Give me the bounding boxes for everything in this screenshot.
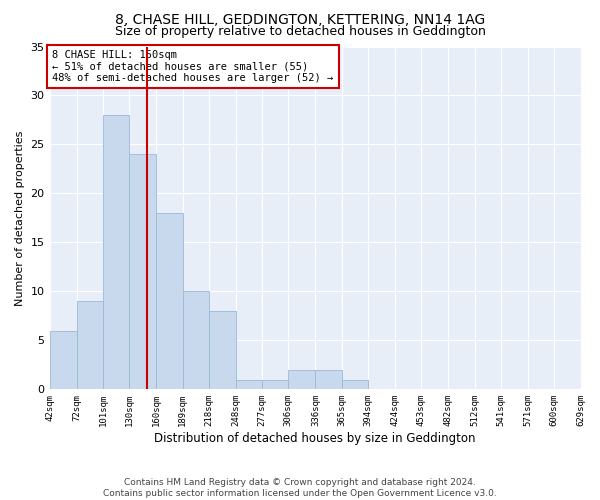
Bar: [289, 370, 316, 390]
Bar: [342, 380, 368, 390]
Bar: [262, 380, 289, 390]
X-axis label: Distribution of detached houses by size in Geddington: Distribution of detached houses by size …: [154, 432, 476, 445]
Text: Size of property relative to detached houses in Geddington: Size of property relative to detached ho…: [115, 25, 485, 38]
Bar: [129, 154, 156, 390]
Bar: [50, 330, 77, 390]
Text: 8 CHASE HILL: 150sqm
← 51% of detached houses are smaller (55)
48% of semi-detac: 8 CHASE HILL: 150sqm ← 51% of detached h…: [52, 50, 334, 83]
Bar: [156, 213, 182, 390]
Bar: [103, 115, 129, 390]
Bar: [209, 311, 236, 390]
Text: 8, CHASE HILL, GEDDINGTON, KETTERING, NN14 1AG: 8, CHASE HILL, GEDDINGTON, KETTERING, NN…: [115, 12, 485, 26]
Text: Contains HM Land Registry data © Crown copyright and database right 2024.
Contai: Contains HM Land Registry data © Crown c…: [103, 478, 497, 498]
Bar: [77, 301, 103, 390]
Bar: [182, 292, 209, 390]
Bar: [236, 380, 262, 390]
Y-axis label: Number of detached properties: Number of detached properties: [15, 130, 25, 306]
Bar: [316, 370, 342, 390]
